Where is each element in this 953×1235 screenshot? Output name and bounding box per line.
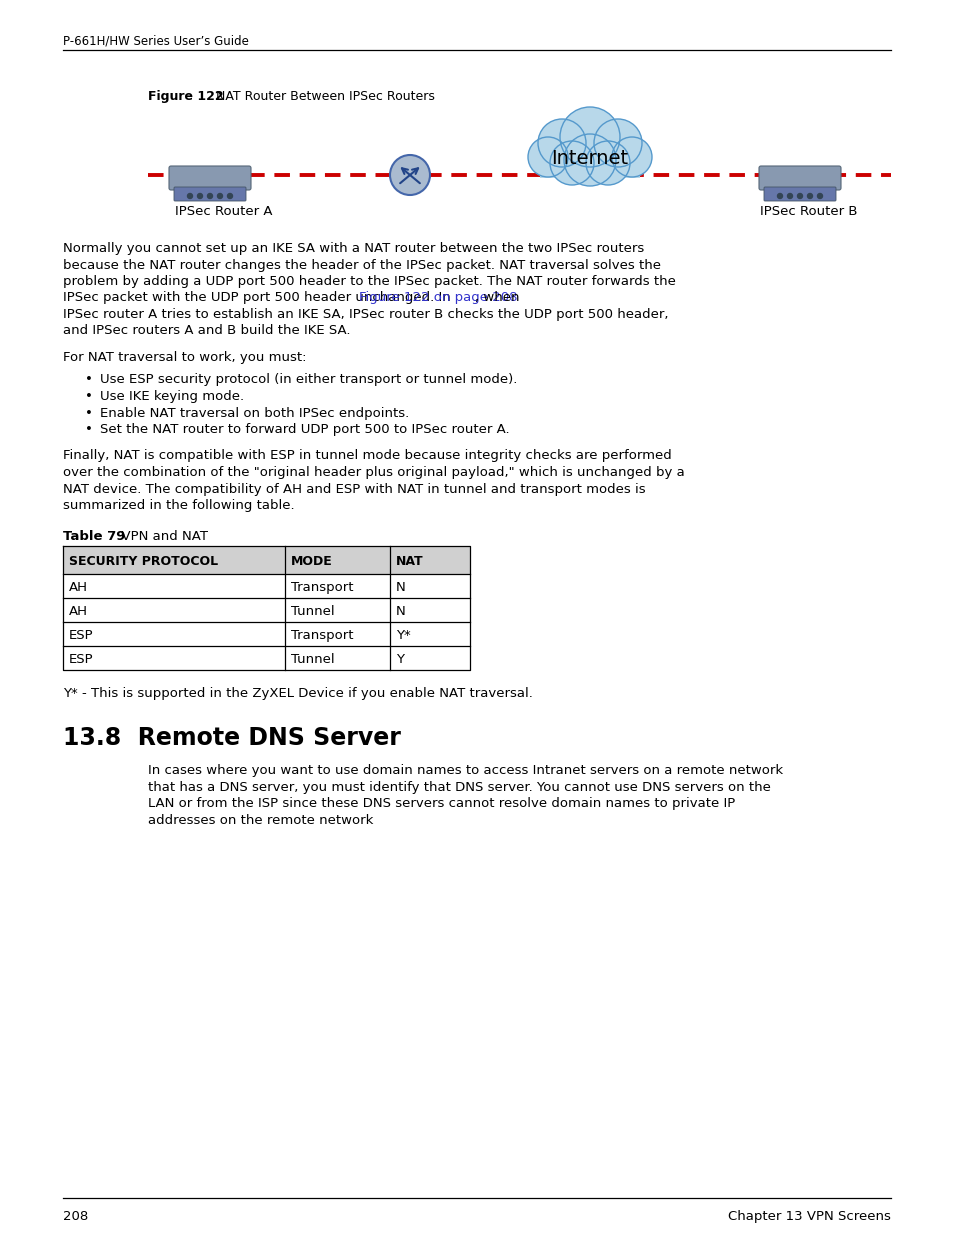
Text: Finally, NAT is compatible with ESP in tunnel mode because integrity checks are : Finally, NAT is compatible with ESP in t… [63,450,671,462]
Text: AH: AH [69,605,88,618]
Text: NAT device. The compatibility of AH and ESP with NAT in tunnel and transport mod: NAT device. The compatibility of AH and … [63,483,645,495]
Circle shape [390,156,430,195]
Circle shape [227,194,233,199]
Text: Transport: Transport [291,580,354,594]
Text: MODE: MODE [291,555,333,568]
Text: N: N [395,605,405,618]
Text: VPN and NAT: VPN and NAT [112,530,208,542]
Text: SECURITY PROTOCOL: SECURITY PROTOCOL [69,555,218,568]
Circle shape [786,194,792,199]
Text: 13.8  Remote DNS Server: 13.8 Remote DNS Server [63,726,400,750]
FancyBboxPatch shape [63,598,470,621]
Text: Transport: Transport [291,629,354,642]
FancyBboxPatch shape [63,546,470,573]
Text: IPSec packet with the UDP port 500 header unchanged. In: IPSec packet with the UDP port 500 heade… [63,291,455,305]
Text: Y: Y [395,653,403,666]
FancyBboxPatch shape [169,165,251,190]
Circle shape [217,194,222,199]
Text: N: N [395,580,405,594]
Text: Table 79: Table 79 [63,530,125,542]
Text: NAT: NAT [395,555,423,568]
Text: In cases where you want to use domain names to access Intranet servers on a remo: In cases where you want to use domain na… [148,764,782,777]
Text: P-661H/HW Series User’s Guide: P-661H/HW Series User’s Guide [63,35,249,48]
Circle shape [585,141,629,185]
Circle shape [797,194,801,199]
Text: ESP: ESP [69,653,93,666]
FancyBboxPatch shape [63,621,470,646]
Text: Figure 122: Figure 122 [148,90,223,103]
FancyBboxPatch shape [173,186,246,201]
Circle shape [806,194,812,199]
Text: LAN or from the ISP since these DNS servers cannot resolve domain names to priva: LAN or from the ISP since these DNS serv… [148,797,735,810]
FancyBboxPatch shape [759,165,841,190]
Text: because the NAT router changes the header of the IPSec packet. NAT traversal sol: because the NAT router changes the heade… [63,258,660,272]
Text: ESP: ESP [69,629,93,642]
Circle shape [188,194,193,199]
Circle shape [550,141,594,185]
Circle shape [817,194,821,199]
Circle shape [537,119,585,167]
Text: Y* - This is supported in the ZyXEL Device if you enable NAT traversal.: Y* - This is supported in the ZyXEL Devi… [63,688,533,700]
Text: Use IKE keying mode.: Use IKE keying mode. [100,390,244,403]
Text: •: • [85,406,92,420]
Text: Enable NAT traversal on both IPSec endpoints.: Enable NAT traversal on both IPSec endpo… [100,406,409,420]
Text: •: • [85,390,92,403]
Circle shape [777,194,781,199]
Text: , when: , when [475,291,518,305]
Text: Use ESP security protocol (in either transport or tunnel mode).: Use ESP security protocol (in either tra… [100,373,517,387]
Text: over the combination of the "original header plus original payload," which is un: over the combination of the "original he… [63,466,684,479]
Text: that has a DNS server, you must identify that DNS server. You cannot use DNS ser: that has a DNS server, you must identify… [148,781,770,794]
FancyBboxPatch shape [763,186,835,201]
Text: AH: AH [69,580,88,594]
Circle shape [208,194,213,199]
Circle shape [612,137,651,177]
Text: Tunnel: Tunnel [291,653,335,666]
Text: summarized in the following table.: summarized in the following table. [63,499,294,513]
Text: problem by adding a UDP port 500 header to the IPSec packet. The NAT router forw: problem by adding a UDP port 500 header … [63,275,675,288]
Text: and IPSec routers A and B build the IKE SA.: and IPSec routers A and B build the IKE … [63,325,350,337]
Text: IPSec router A tries to establish an IKE SA, IPSec router B checks the UDP port : IPSec router A tries to establish an IKE… [63,308,668,321]
Text: •: • [85,373,92,387]
Circle shape [563,135,616,186]
FancyBboxPatch shape [63,573,470,598]
Text: Chapter 13 VPN Screens: Chapter 13 VPN Screens [727,1210,890,1223]
FancyBboxPatch shape [539,163,639,178]
Text: Set the NAT router to forward UDP port 500 to IPSec router A.: Set the NAT router to forward UDP port 5… [100,424,509,436]
Text: For NAT traversal to work, you must:: For NAT traversal to work, you must: [63,351,306,364]
Circle shape [527,137,567,177]
Text: Internet: Internet [551,148,628,168]
Text: addresses on the remote network: addresses on the remote network [148,814,373,826]
Text: NAT Router Between IPSec Routers: NAT Router Between IPSec Routers [208,90,435,103]
Text: IPSec Router A: IPSec Router A [174,205,273,219]
Text: IPSec Router B: IPSec Router B [760,205,857,219]
FancyBboxPatch shape [63,646,470,669]
Circle shape [197,194,202,199]
Text: Normally you cannot set up an IKE SA with a NAT router between the two IPSec rou: Normally you cannot set up an IKE SA wit… [63,242,643,254]
Circle shape [559,107,619,167]
Text: Tunnel: Tunnel [291,605,335,618]
Text: 208: 208 [63,1210,89,1223]
Text: Y*: Y* [395,629,411,642]
Text: Figure 122 on page 208: Figure 122 on page 208 [358,291,517,305]
Circle shape [594,119,641,167]
Text: •: • [85,424,92,436]
